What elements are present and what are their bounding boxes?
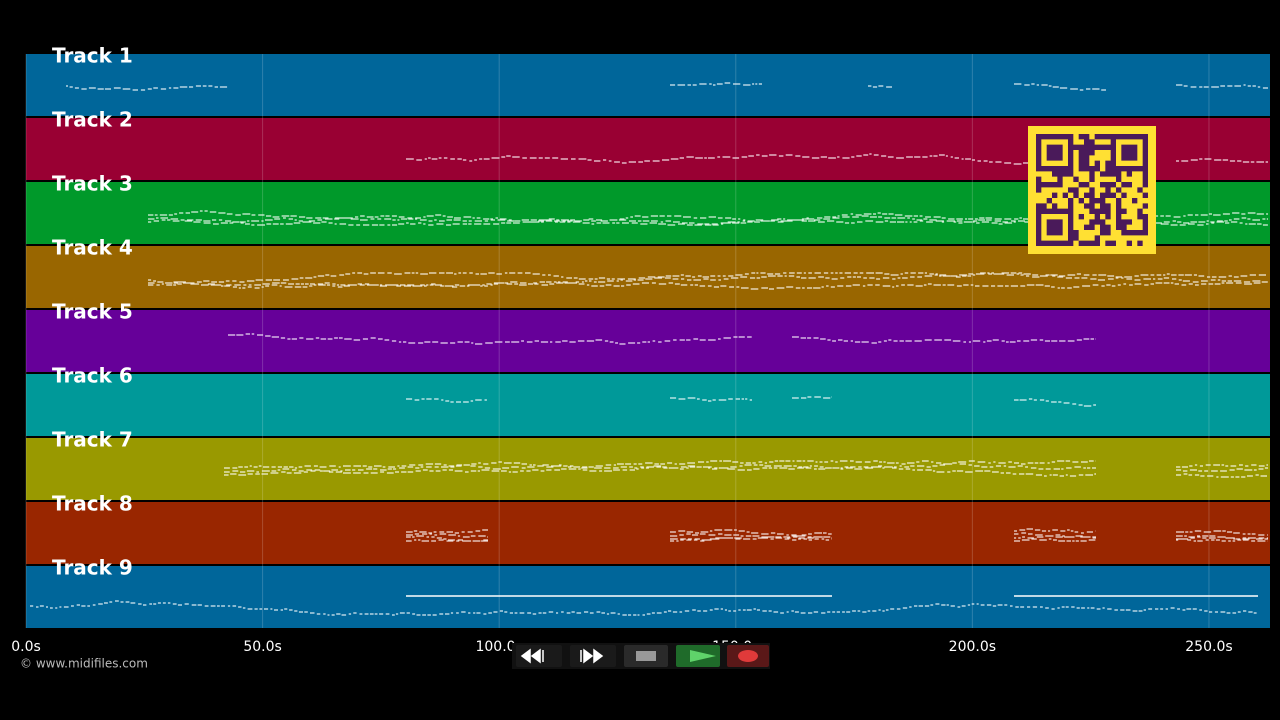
track-name: Track 8 (52, 492, 133, 516)
note-pattern (406, 528, 1268, 542)
note-pattern (228, 333, 1096, 345)
track-row (26, 566, 1270, 628)
note-pattern (148, 272, 1268, 290)
grid (25, 54, 1210, 628)
play-button[interactable] (676, 645, 720, 667)
notes (30, 82, 1268, 616)
track-row (26, 310, 1270, 372)
track-name: Track 7 (52, 428, 133, 452)
track-name: Track 3 (52, 172, 133, 196)
track-row (26, 374, 1270, 436)
forward-button[interactable] (570, 645, 616, 667)
track-row (26, 502, 1270, 564)
note-pattern (30, 600, 1257, 616)
x-tick-label: 250.0s (1185, 639, 1232, 655)
note-pattern (66, 82, 1268, 91)
track-name: Track 6 (52, 364, 133, 388)
note-pattern (406, 396, 1096, 407)
track-name: Track 4 (52, 236, 133, 260)
track-name: Track 5 (52, 300, 133, 324)
note-pattern (406, 153, 1268, 165)
x-tick-label: 200.0s (949, 639, 996, 655)
x-tick-label: 50.0s (243, 639, 281, 655)
track-row (26, 438, 1270, 500)
track-labels: Track 1 Track 2 Track 3 Track 4 Track 5 Track… (52, 44, 133, 580)
stop-button[interactable] (624, 645, 668, 667)
rewind-button[interactable] (516, 645, 562, 667)
qr-modules (1036, 134, 1148, 246)
note-pattern (148, 210, 1268, 226)
note-pattern (224, 460, 1268, 478)
transport-controls (512, 643, 770, 669)
x-tick-label: 0.0s (11, 639, 41, 655)
track-name: Track 1 (52, 44, 133, 68)
record-button[interactable] (727, 645, 769, 667)
qr-code (1028, 126, 1156, 254)
copyright: © www.midifiles.com (20, 657, 148, 671)
x-tick-label: 100.0s (475, 639, 522, 655)
track-name: Track 9 (52, 556, 133, 580)
track-name: Track 2 (52, 108, 133, 132)
track-row (26, 54, 1270, 116)
